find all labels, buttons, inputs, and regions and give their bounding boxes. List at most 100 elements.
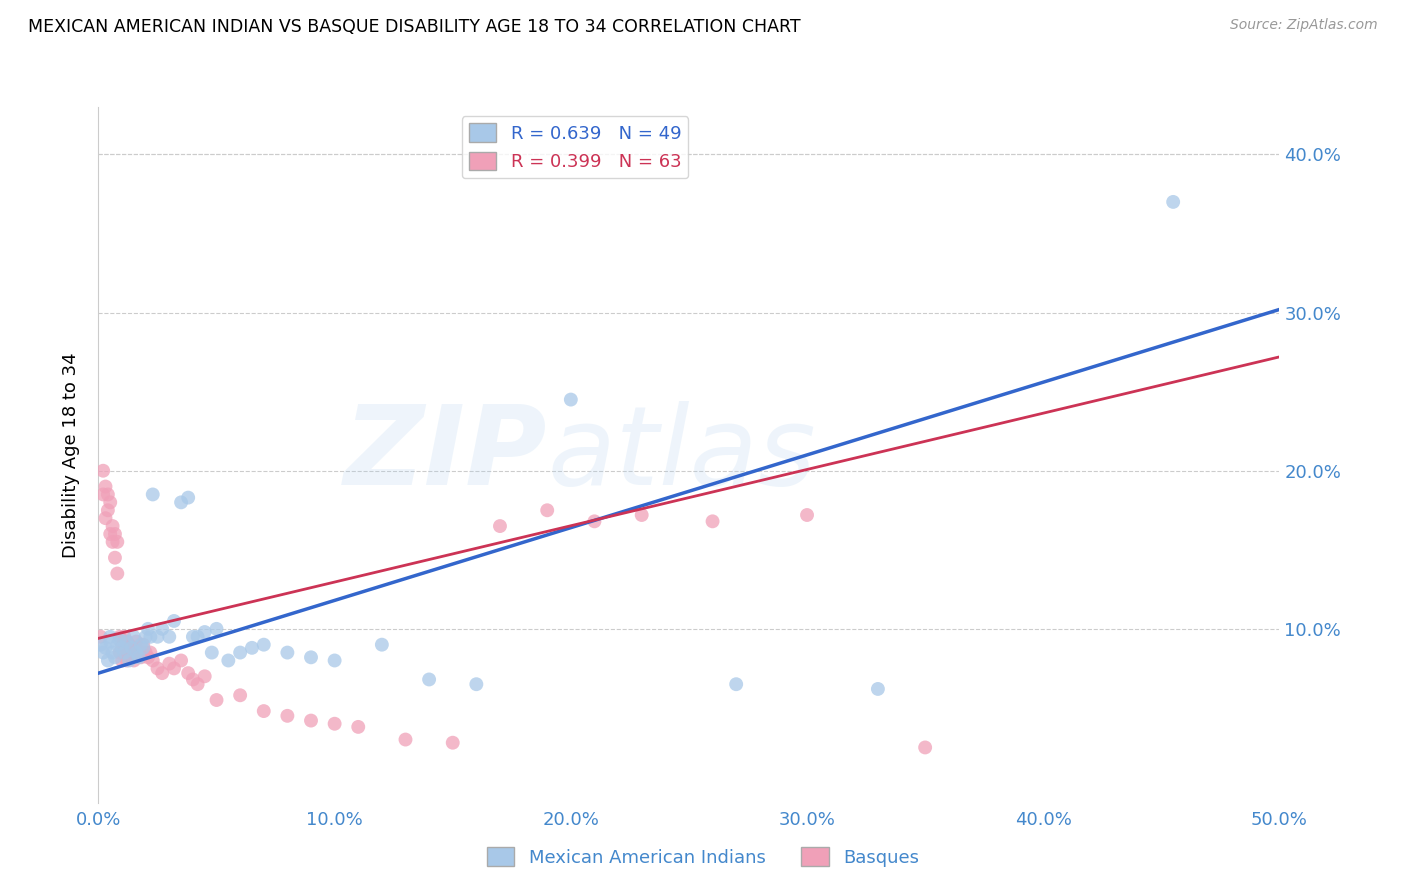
- Point: [181, 630, 204, 644]
- Point: [125, 634, 148, 648]
- Point: [128, 646, 150, 660]
- Point: [111, 638, 134, 652]
- Point: [371, 638, 394, 652]
- Point: [98, 630, 121, 644]
- Point: [194, 669, 217, 683]
- Point: [150, 666, 173, 681]
- Point: [122, 630, 145, 644]
- Point: [323, 716, 346, 731]
- Point: [201, 646, 224, 660]
- Point: [583, 514, 606, 528]
- Point: [105, 566, 128, 581]
- Point: [112, 646, 135, 660]
- Text: MEXICAN AMERICAN INDIAN VS BASQUE DISABILITY AGE 18 TO 34 CORRELATION CHART: MEXICAN AMERICAN INDIAN VS BASQUE DISABI…: [28, 18, 801, 36]
- Point: [122, 653, 145, 667]
- Point: [163, 661, 186, 675]
- Point: [94, 511, 117, 525]
- Point: [187, 677, 209, 691]
- Point: [108, 630, 131, 644]
- Point: [115, 653, 138, 667]
- Point: [465, 677, 488, 691]
- Point: [217, 653, 239, 667]
- Point: [97, 503, 120, 517]
- Point: [122, 646, 145, 660]
- Point: [229, 688, 252, 702]
- Point: [118, 638, 141, 652]
- Text: Source: ZipAtlas.com: Source: ZipAtlas.com: [1230, 18, 1378, 32]
- Point: [194, 625, 217, 640]
- Point: [104, 650, 127, 665]
- Point: [101, 519, 124, 533]
- Point: [142, 487, 165, 501]
- Point: [121, 640, 143, 655]
- Point: [98, 495, 121, 509]
- Point: [128, 650, 150, 665]
- Point: [129, 638, 152, 652]
- Point: [323, 653, 346, 667]
- Point: [108, 646, 131, 660]
- Legend: Mexican American Indians, Basques: Mexican American Indians, Basques: [479, 840, 927, 874]
- Point: [205, 693, 228, 707]
- Point: [205, 622, 228, 636]
- Point: [91, 464, 114, 478]
- Point: [132, 638, 155, 652]
- Point: [97, 487, 120, 501]
- Point: [1161, 194, 1184, 209]
- Point: [253, 704, 276, 718]
- Point: [132, 640, 155, 655]
- Point: [115, 634, 138, 648]
- Point: [347, 720, 370, 734]
- Point: [98, 634, 121, 648]
- Point: [118, 646, 141, 660]
- Point: [157, 657, 180, 671]
- Point: [135, 646, 157, 660]
- Point: [299, 714, 322, 728]
- Point: [560, 392, 582, 407]
- Point: [229, 646, 252, 660]
- Point: [112, 646, 135, 660]
- Y-axis label: Disability Age 18 to 34: Disability Age 18 to 34: [62, 352, 80, 558]
- Point: [866, 681, 889, 696]
- Point: [101, 534, 124, 549]
- Point: [118, 653, 141, 667]
- Point: [108, 632, 131, 647]
- Point: [146, 661, 169, 675]
- Point: [111, 640, 134, 655]
- Point: [181, 673, 204, 687]
- Point: [125, 640, 148, 655]
- Point: [115, 634, 138, 648]
- Point: [136, 622, 159, 636]
- Point: [157, 630, 180, 644]
- Point: [90, 638, 112, 652]
- Point: [129, 650, 152, 665]
- Point: [702, 514, 724, 528]
- Point: [253, 638, 276, 652]
- Point: [101, 646, 124, 660]
- Point: [725, 677, 748, 691]
- Point: [91, 487, 114, 501]
- Point: [142, 653, 165, 667]
- Point: [177, 666, 200, 681]
- Point: [121, 640, 143, 655]
- Point: [299, 650, 322, 665]
- Text: atlas: atlas: [547, 401, 815, 508]
- Point: [394, 732, 416, 747]
- Point: [139, 630, 162, 644]
- Point: [97, 653, 120, 667]
- Point: [104, 527, 127, 541]
- Legend: R = 0.639   N = 49, R = 0.399   N = 63: R = 0.639 N = 49, R = 0.399 N = 63: [461, 116, 689, 178]
- Point: [187, 630, 209, 644]
- Point: [170, 653, 193, 667]
- Point: [418, 673, 440, 687]
- Text: ZIP: ZIP: [343, 401, 547, 508]
- Point: [105, 534, 128, 549]
- Point: [240, 640, 263, 655]
- Point: [276, 646, 298, 660]
- Point: [90, 630, 112, 644]
- Point: [170, 495, 193, 509]
- Point: [98, 527, 121, 541]
- Point: [105, 638, 128, 652]
- Point: [796, 508, 818, 522]
- Point: [121, 650, 143, 665]
- Point: [536, 503, 558, 517]
